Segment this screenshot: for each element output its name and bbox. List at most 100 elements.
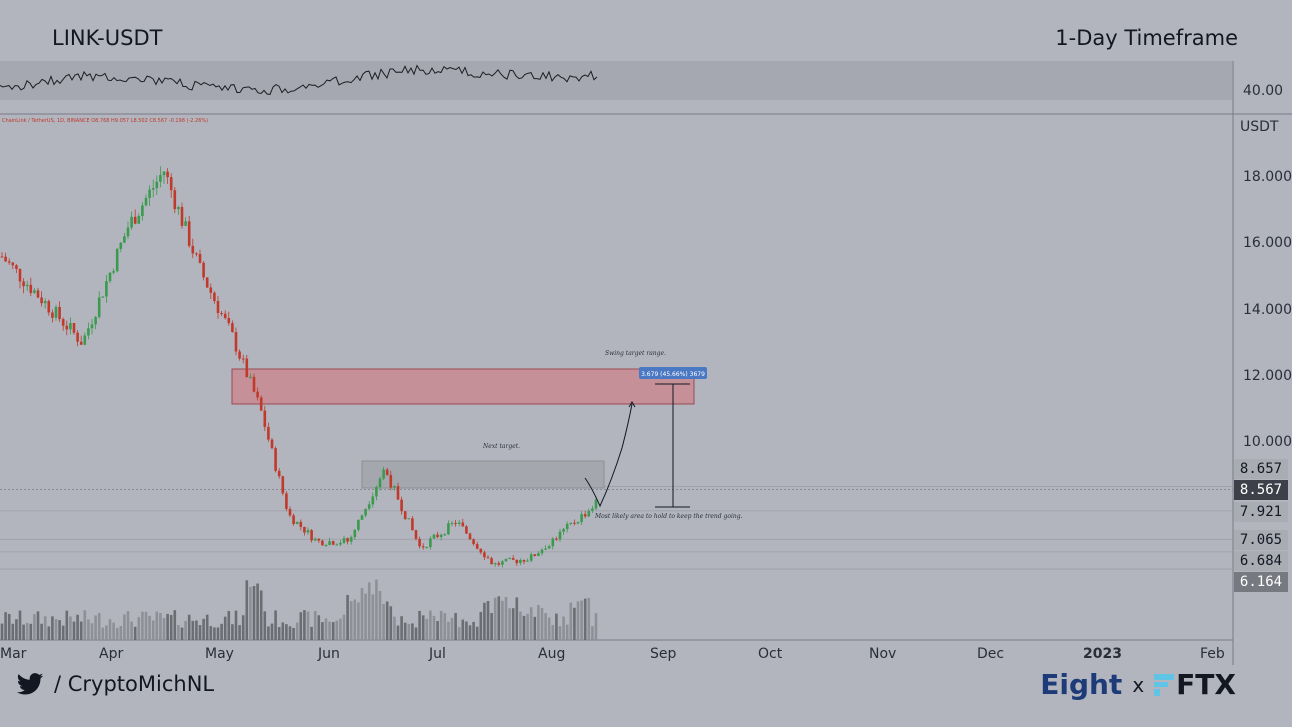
volume-bar [324,618,328,640]
candle-body [119,242,123,249]
candle-body [432,534,436,539]
candle-body [342,538,346,543]
candle-body [7,261,11,263]
candle-body [234,332,238,352]
candle-body [375,487,378,497]
volume-bar [522,615,526,640]
volume-bar [551,624,555,640]
volume-bar [429,610,432,640]
candle-body [241,358,245,360]
volume-bar [558,626,562,640]
candle-body [493,563,497,565]
volume-bar [411,623,414,640]
volume-bar [403,622,407,640]
candle-body [295,521,299,524]
volume-bar [29,623,33,640]
volume-bar [277,627,281,640]
ftx-wordmark: FTX [1176,668,1236,701]
x-tick: Feb [1200,646,1225,662]
candle-body [313,538,317,541]
volume-bar [47,626,51,640]
volume-bar [382,603,385,640]
volume-bar [342,614,346,640]
x-tick: Jul [429,646,446,662]
candle-body [205,277,209,288]
volume-bar [231,624,234,640]
volume-bar [465,621,468,640]
volume-bar [69,616,72,640]
volume-bar [72,621,76,640]
swing-target-zone[interactable] [231,368,695,405]
candle-body [216,301,220,313]
volume-bar [573,607,576,640]
candle-body [33,290,36,293]
volume-bar [191,620,195,640]
candle-body [238,351,241,359]
volume-bar [421,615,425,640]
candle-body [519,559,522,564]
candle-body [573,522,576,524]
candle-body [497,563,501,565]
volume-bar [378,591,382,640]
candle-body [382,469,385,479]
candle-body [569,522,573,524]
candle-body [58,306,61,320]
candle-body [263,410,267,427]
candle-body [141,205,144,216]
volume-bar [220,623,223,640]
volume-bar [526,613,529,640]
candle-body [511,558,515,560]
x-tick: Mar [0,646,27,662]
candle-body [22,281,25,287]
currency-label: USDT [1240,119,1279,135]
candle-body [324,544,328,546]
volume-bar [281,622,285,640]
candle-body [72,323,76,333]
volume-bar [439,610,443,640]
volume-bar [144,611,148,640]
volume-bar [87,619,90,640]
candle-body [565,523,569,529]
twitter-icon [16,673,44,695]
candle-body [461,522,465,527]
candle-body [4,256,7,262]
candle-body [378,478,382,488]
volume-bar [7,613,11,640]
volume-bar [0,623,4,640]
candle-body [231,323,234,333]
candle-body [479,548,483,553]
volume-bar [108,619,112,640]
next-target-zone[interactable] [361,460,605,489]
volume-bar [317,615,321,640]
volume-bar [79,621,83,640]
volume-bar [321,622,324,640]
volume-bar [357,602,360,640]
candle-body [69,323,72,330]
candle-body [151,188,155,190]
volume-bar [299,612,303,640]
author-handle[interactable]: / CryptoMichNL [16,672,214,696]
volume-bar [18,610,22,640]
volume-bar [461,619,465,640]
volume-bar [501,600,504,640]
volume-bar [375,579,378,640]
candle-body [209,287,213,293]
volume-bar [159,613,162,640]
volume-bar [61,625,65,640]
volume-bar [169,615,173,640]
price-tag: 6.164 [1234,572,1288,592]
volume-bar [436,621,439,640]
ftx-logo: FTX [1154,668,1236,701]
price-tag: 7.921 [1234,502,1288,522]
candle-body [112,271,115,273]
volume-bar [25,622,29,640]
volume-bar [180,627,184,640]
candle-body [583,514,587,517]
volume-bar [97,613,101,640]
x-tick: Dec [977,646,1005,662]
candle-body [364,508,367,516]
candles [0,166,598,568]
x-tick: Nov [869,646,897,662]
candle-body [310,530,313,541]
